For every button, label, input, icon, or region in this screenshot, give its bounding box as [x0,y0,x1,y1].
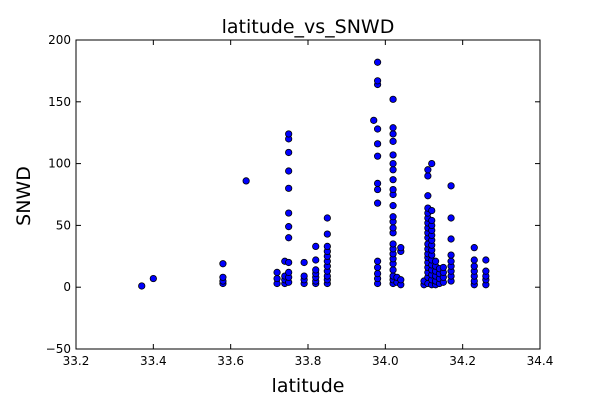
data-point [428,160,436,168]
data-point [373,263,382,272]
data-point [389,130,397,138]
data-point [424,172,432,180]
data-point [389,176,397,184]
ticks-layer: 33.2 33.4 33.6 33.8 34.0 34.2 34.4 −50 0 50 100 150… [46,33,554,368]
data-point [373,77,382,85]
data-point [219,260,227,268]
data-point [138,282,146,290]
data-point [285,184,293,192]
data-point [373,270,382,278]
x-axis-label: latitude [272,375,345,397]
chart-title: latitude_vs_SNWD [222,16,395,38]
data-point [397,276,405,284]
data-point [285,130,293,138]
data-point [373,152,382,160]
data-point [389,224,397,232]
data-point [447,182,455,190]
data-point [323,242,331,251]
data-point [389,95,397,103]
data-point [370,116,378,124]
data-point [285,209,293,217]
data-point [389,202,397,210]
data-point [323,230,331,238]
data-point [389,213,397,221]
data-point [285,167,293,175]
data-point [397,244,405,252]
data-point [389,124,397,132]
data-point [373,179,382,187]
data-point [312,266,320,274]
data-point [323,214,331,222]
data-point [482,267,490,275]
data-point [447,257,455,265]
y-tick-label: 0 [63,280,71,294]
data-point [482,256,490,264]
data-point [273,268,281,276]
data-point [285,234,293,242]
x-tick-label: 34.2 [449,354,476,368]
data-point [312,256,320,264]
data-point [285,268,293,276]
data-point [312,242,320,251]
data-point [470,256,478,264]
x-tick-label: 34.0 [372,354,399,368]
data-point [424,192,432,200]
data-point [219,273,227,281]
y-tick-label: −50 [46,342,71,356]
data-point [389,266,397,274]
data-point [389,240,397,248]
data-point [242,177,250,185]
x-tick-label: 33.4 [140,354,167,368]
data-point [373,58,382,66]
y-tick-label: 200 [48,33,71,47]
data-point [447,251,455,259]
data-point [389,166,397,174]
y-tick-label: 150 [48,95,71,109]
x-tick-label: 33.8 [295,354,322,368]
data-point [431,257,440,265]
data-point [470,262,478,270]
points-layer [138,58,490,290]
data-point [373,125,382,133]
x-tick-label: 33.6 [217,354,244,368]
data-point [439,263,447,272]
plot-frame [75,39,541,350]
data-point [373,257,382,265]
y-tick-label: 50 [56,218,71,232]
data-point [373,199,382,207]
data-point [470,244,478,252]
data-point [373,140,382,148]
y-tick-label: 100 [48,157,71,171]
data-point [389,185,397,194]
data-point [389,160,397,168]
data-point [300,258,308,267]
data-point [424,166,432,174]
data-point [373,185,382,194]
data-point [389,151,397,159]
x-tick-label: 33.2 [63,354,90,368]
x-tick-label: 34.4 [527,354,554,368]
data-point [285,258,293,267]
data-point [300,272,308,280]
data-point [447,235,455,243]
data-point [447,214,455,222]
y-axis-label: SNWD [13,166,35,226]
data-point [285,148,293,157]
data-point [273,274,281,283]
data-point [389,137,397,145]
data-point [428,206,436,215]
data-point [428,216,436,225]
data-point [149,274,157,283]
data-point [285,223,293,231]
